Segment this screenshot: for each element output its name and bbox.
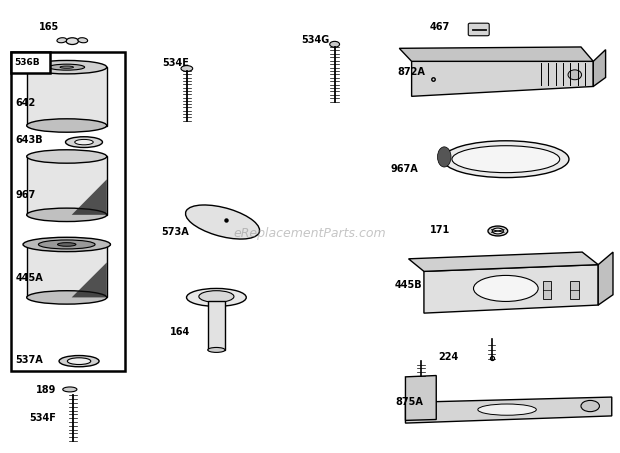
Ellipse shape	[68, 358, 91, 365]
Polygon shape	[424, 265, 598, 313]
Ellipse shape	[443, 141, 569, 178]
Text: 445A: 445A	[16, 273, 43, 283]
Ellipse shape	[185, 205, 260, 239]
Text: 445B: 445B	[395, 280, 423, 290]
Ellipse shape	[452, 146, 560, 173]
Ellipse shape	[27, 208, 107, 222]
Ellipse shape	[27, 60, 107, 74]
Text: 467: 467	[430, 22, 450, 32]
Ellipse shape	[330, 41, 340, 47]
Ellipse shape	[27, 291, 107, 304]
Text: 875A: 875A	[395, 396, 423, 406]
Ellipse shape	[66, 137, 102, 148]
Text: 224: 224	[438, 352, 458, 361]
Ellipse shape	[23, 237, 110, 251]
Polygon shape	[405, 397, 612, 423]
Polygon shape	[593, 50, 606, 87]
Ellipse shape	[57, 38, 67, 43]
Polygon shape	[412, 61, 593, 96]
Text: 967: 967	[16, 190, 36, 200]
Text: 573A: 573A	[161, 227, 188, 237]
Ellipse shape	[75, 140, 93, 145]
Text: 534F: 534F	[29, 413, 56, 423]
Ellipse shape	[199, 291, 234, 302]
Ellipse shape	[478, 404, 536, 415]
Polygon shape	[399, 47, 593, 61]
Ellipse shape	[38, 240, 95, 249]
Polygon shape	[27, 67, 107, 125]
Polygon shape	[598, 252, 613, 305]
Ellipse shape	[58, 243, 76, 246]
Text: 165: 165	[39, 22, 60, 32]
Polygon shape	[27, 156, 107, 215]
Ellipse shape	[438, 147, 451, 167]
Text: 534E: 534E	[162, 58, 189, 67]
Polygon shape	[208, 301, 225, 350]
Text: 872A: 872A	[397, 67, 425, 77]
Ellipse shape	[66, 38, 79, 44]
Ellipse shape	[568, 70, 582, 80]
Ellipse shape	[60, 66, 74, 68]
Text: 171: 171	[430, 225, 450, 235]
Bar	[11, 53, 125, 371]
Polygon shape	[72, 262, 107, 298]
Ellipse shape	[187, 289, 246, 306]
Polygon shape	[405, 376, 436, 420]
Text: 967A: 967A	[390, 164, 418, 174]
Bar	[11, 53, 50, 73]
Ellipse shape	[581, 400, 600, 412]
Ellipse shape	[78, 38, 87, 43]
Ellipse shape	[208, 347, 225, 352]
Text: 537A: 537A	[16, 355, 43, 365]
Ellipse shape	[488, 226, 508, 236]
Ellipse shape	[474, 275, 538, 301]
Text: 642: 642	[16, 98, 36, 108]
Text: 534G: 534G	[301, 35, 329, 45]
Ellipse shape	[49, 64, 84, 70]
Text: 164: 164	[170, 327, 190, 337]
Text: 189: 189	[36, 386, 56, 395]
Ellipse shape	[27, 238, 107, 251]
Polygon shape	[409, 252, 598, 271]
Ellipse shape	[63, 387, 77, 392]
Ellipse shape	[181, 66, 193, 72]
Ellipse shape	[59, 356, 99, 367]
Ellipse shape	[27, 150, 107, 163]
Polygon shape	[27, 245, 107, 298]
Ellipse shape	[27, 119, 107, 132]
Text: eReplacementParts.com: eReplacementParts.com	[234, 227, 386, 240]
Bar	[570, 281, 579, 299]
Ellipse shape	[492, 228, 503, 234]
Text: 536B: 536B	[14, 58, 40, 67]
Polygon shape	[72, 179, 107, 215]
FancyBboxPatch shape	[468, 23, 489, 36]
Text: 643B: 643B	[16, 135, 43, 145]
Bar	[542, 281, 551, 299]
